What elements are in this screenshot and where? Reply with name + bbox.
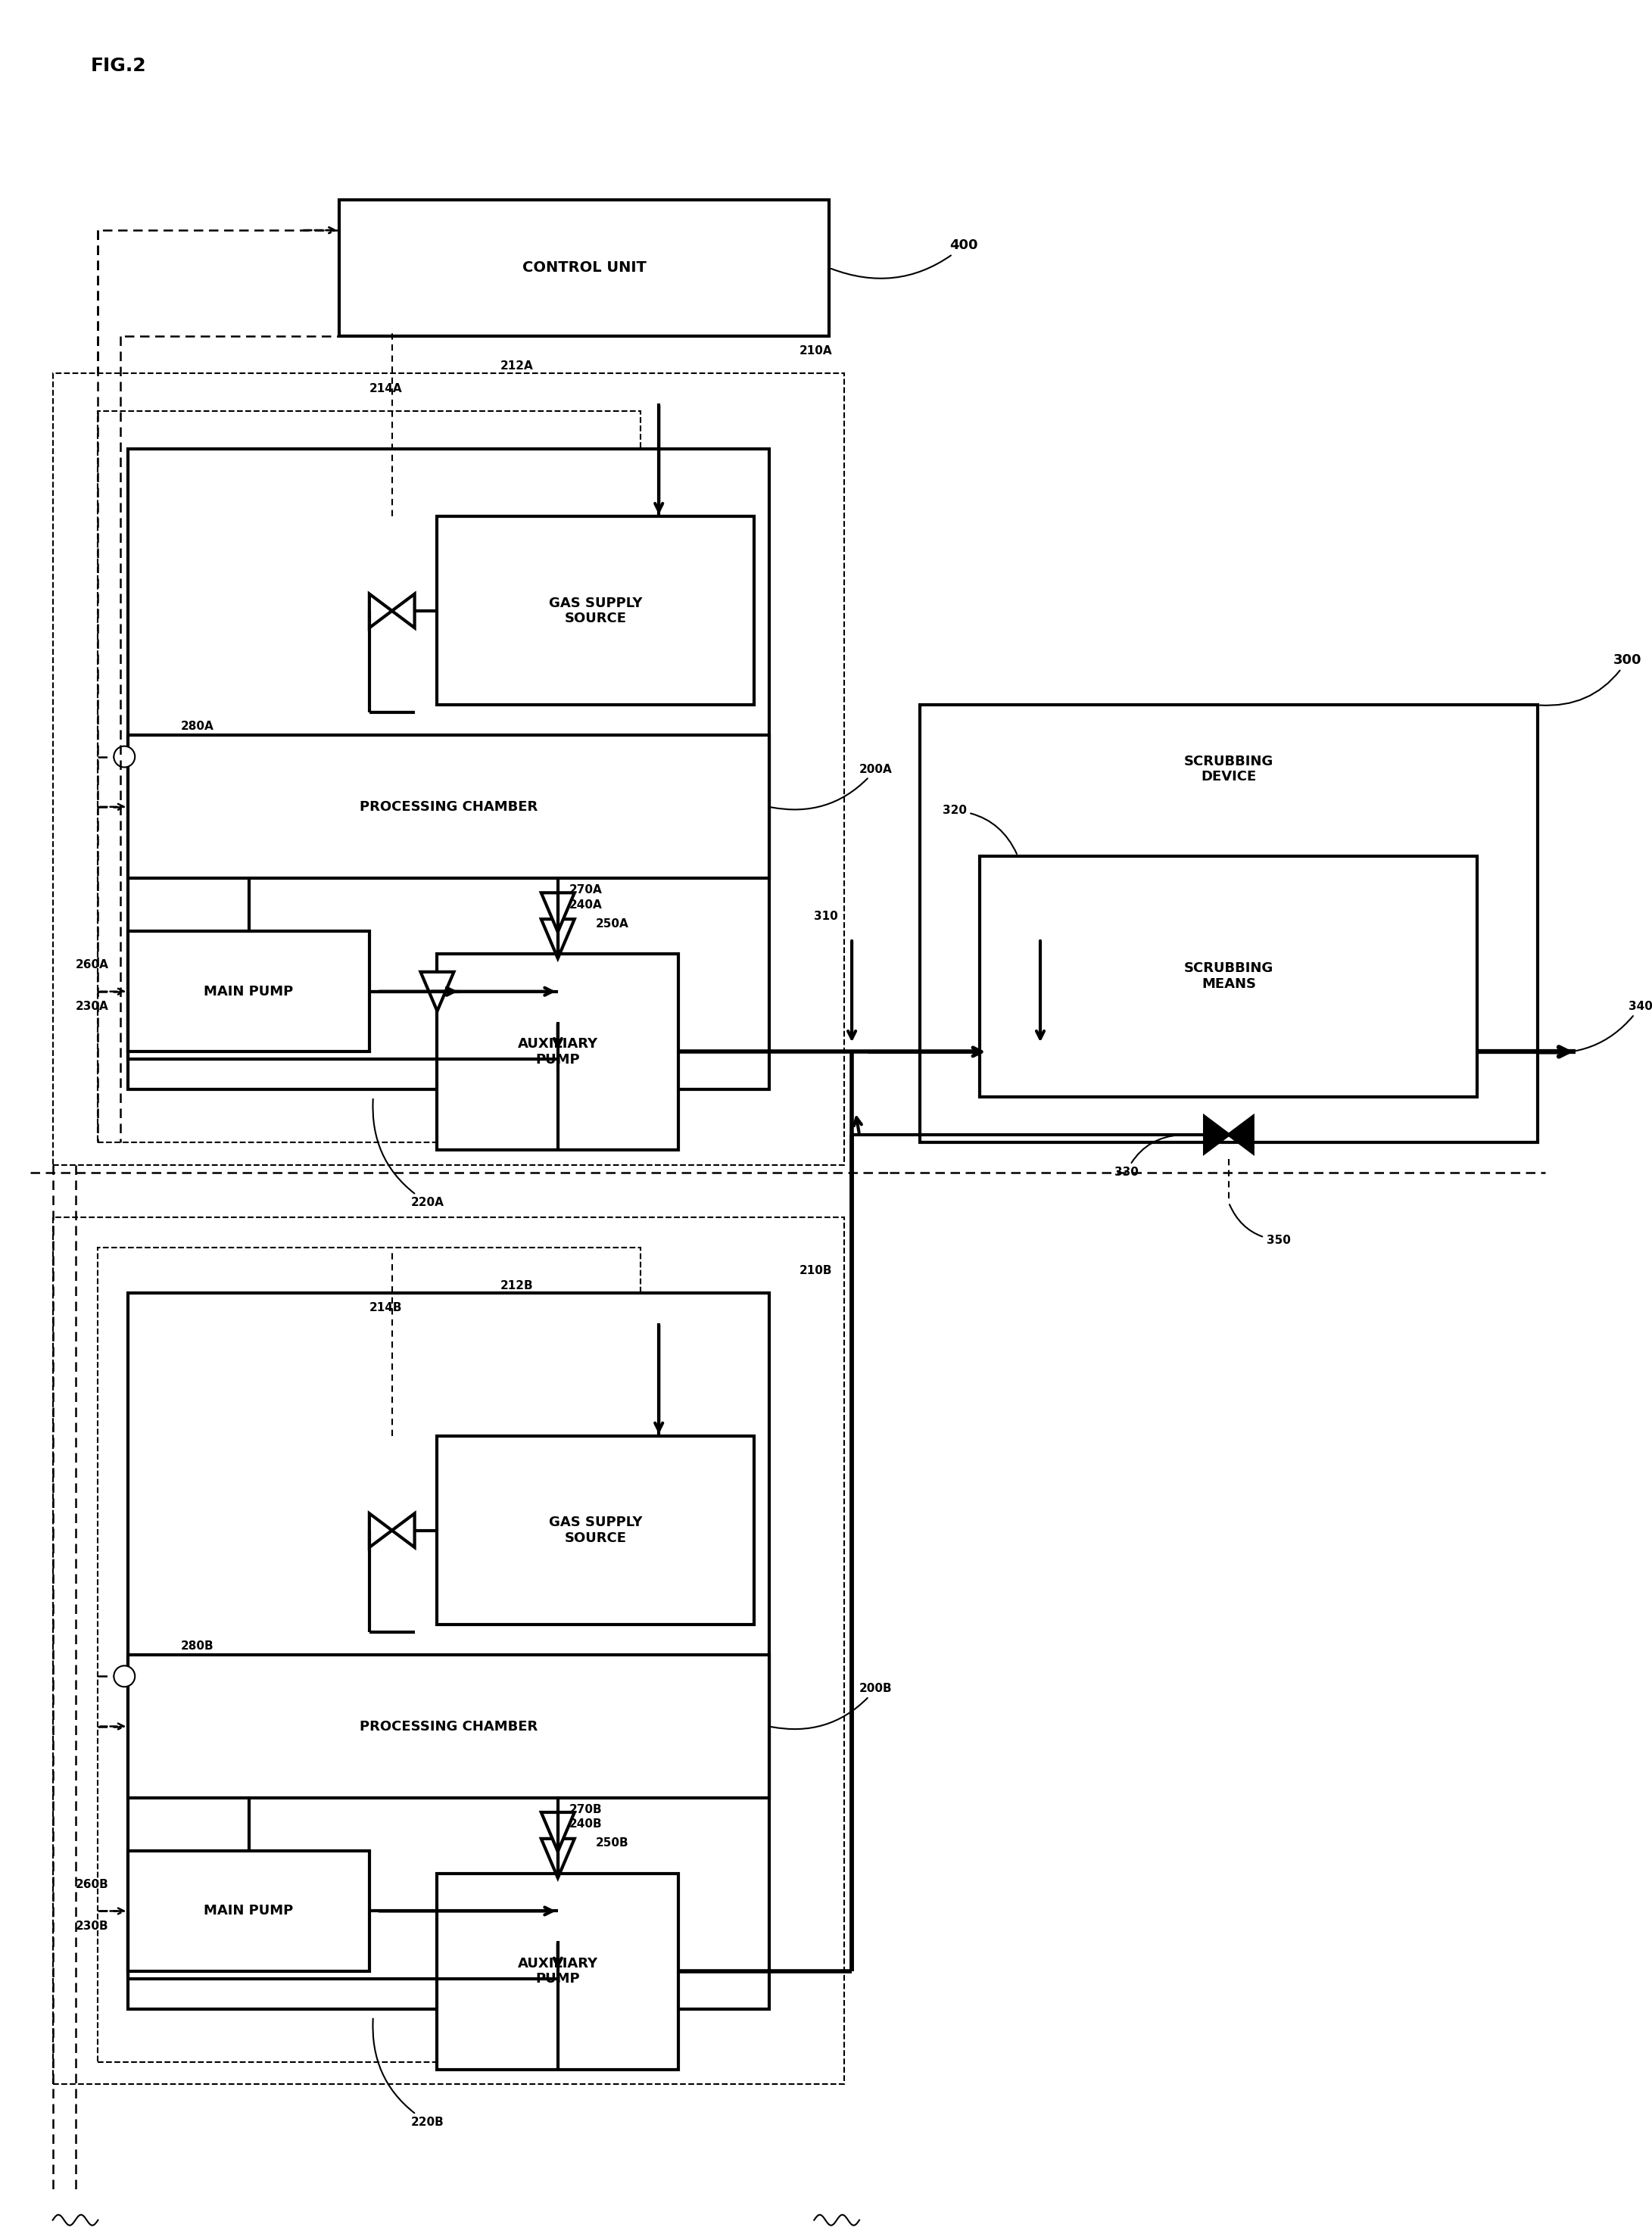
Text: 270B: 270B <box>570 1803 603 1814</box>
Bar <box>129 735 768 878</box>
Text: 350: 350 <box>1229 1205 1290 1245</box>
Polygon shape <box>1204 1116 1229 1154</box>
Text: 340: 340 <box>1540 1001 1652 1053</box>
Bar <box>438 1873 679 2070</box>
Text: FIG.2: FIG.2 <box>91 56 145 76</box>
Polygon shape <box>542 894 575 932</box>
Bar <box>438 517 753 706</box>
Bar <box>53 374 844 1165</box>
Text: PROCESSING CHAMBER: PROCESSING CHAMBER <box>360 1720 537 1734</box>
Text: 230A: 230A <box>76 1001 109 1012</box>
Text: 310: 310 <box>814 909 838 923</box>
Text: 280B: 280B <box>182 1640 215 1651</box>
Polygon shape <box>542 918 575 959</box>
Polygon shape <box>542 1839 575 1877</box>
Text: 240B: 240B <box>570 1819 603 1830</box>
Text: 300: 300 <box>1540 654 1642 706</box>
Text: 220A: 220A <box>373 1100 444 1207</box>
Bar <box>129 932 370 1053</box>
Bar <box>438 954 679 1149</box>
Circle shape <box>114 1667 135 1687</box>
Text: 214A: 214A <box>370 383 403 394</box>
Bar <box>129 1850 370 1971</box>
Text: 212B: 212B <box>501 1279 534 1290</box>
Text: 320: 320 <box>942 804 1016 853</box>
Polygon shape <box>392 594 415 627</box>
Text: AUXILIARY
PUMP: AUXILIARY PUMP <box>517 1037 598 1066</box>
Bar <box>129 1655 768 1799</box>
Circle shape <box>114 746 135 768</box>
Polygon shape <box>542 1812 575 1852</box>
Text: 200A: 200A <box>771 764 892 809</box>
Bar <box>53 1219 844 2085</box>
Text: CONTROL UNIT: CONTROL UNIT <box>522 260 646 276</box>
Polygon shape <box>370 1514 392 1548</box>
Bar <box>97 412 641 1142</box>
Text: 214B: 214B <box>370 1301 403 1313</box>
Polygon shape <box>1229 1116 1252 1154</box>
Text: 280A: 280A <box>182 721 215 732</box>
Text: 210A: 210A <box>800 345 833 356</box>
Text: 270A: 270A <box>570 885 603 896</box>
Text: 250B: 250B <box>595 1837 628 1848</box>
Text: AUXILIARY
PUMP: AUXILIARY PUMP <box>517 1958 598 1987</box>
Text: 250A: 250A <box>595 918 629 930</box>
Text: SCRUBBING
DEVICE: SCRUBBING DEVICE <box>1184 755 1274 784</box>
Text: 260B: 260B <box>76 1879 109 1891</box>
Bar <box>980 856 1477 1098</box>
Text: PROCESSING CHAMBER: PROCESSING CHAMBER <box>360 800 537 813</box>
Polygon shape <box>392 1514 415 1548</box>
Text: 240A: 240A <box>570 898 603 909</box>
Text: MAIN PUMP: MAIN PUMP <box>203 986 294 999</box>
Text: 260A: 260A <box>76 959 109 970</box>
Bar <box>339 199 829 336</box>
Bar <box>920 706 1538 1142</box>
Text: 200B: 200B <box>771 1682 892 1729</box>
Text: 230B: 230B <box>76 1920 109 1931</box>
Text: SCRUBBING
MEANS: SCRUBBING MEANS <box>1184 961 1274 990</box>
Text: GAS SUPPLY
SOURCE: GAS SUPPLY SOURCE <box>548 1516 643 1546</box>
Polygon shape <box>370 594 392 627</box>
Text: 400: 400 <box>831 237 978 278</box>
Text: 212A: 212A <box>501 361 534 372</box>
Text: MAIN PUMP: MAIN PUMP <box>203 1904 294 1917</box>
Text: 330: 330 <box>1113 1136 1180 1178</box>
Bar <box>97 1248 641 2061</box>
Text: 210B: 210B <box>800 1266 833 1277</box>
Text: GAS SUPPLY
SOURCE: GAS SUPPLY SOURCE <box>548 596 643 625</box>
Bar <box>438 1436 753 1624</box>
Bar <box>129 448 768 1089</box>
Text: 220B: 220B <box>373 2018 444 2128</box>
Polygon shape <box>421 972 454 1010</box>
Bar <box>129 1292 768 2009</box>
